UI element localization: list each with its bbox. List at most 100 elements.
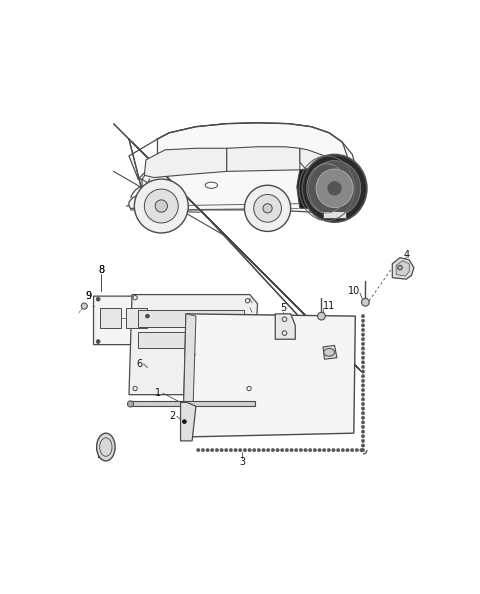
Text: 10: 10 <box>348 286 360 296</box>
Bar <box>126 308 147 328</box>
Circle shape <box>262 448 265 452</box>
Circle shape <box>361 425 365 429</box>
Ellipse shape <box>263 204 272 213</box>
Circle shape <box>361 379 365 383</box>
Text: 1: 1 <box>155 388 161 398</box>
Polygon shape <box>94 296 152 345</box>
Circle shape <box>361 397 365 401</box>
Circle shape <box>127 401 133 407</box>
Circle shape <box>361 333 365 336</box>
Bar <box>100 308 121 328</box>
Circle shape <box>361 328 365 331</box>
Circle shape <box>229 448 233 452</box>
Circle shape <box>211 448 214 452</box>
Ellipse shape <box>308 160 361 216</box>
Circle shape <box>361 444 365 447</box>
Circle shape <box>243 448 247 452</box>
Circle shape <box>96 297 100 301</box>
Ellipse shape <box>254 194 281 222</box>
Circle shape <box>361 393 365 396</box>
Circle shape <box>252 448 256 452</box>
Polygon shape <box>300 148 338 178</box>
Text: 2: 2 <box>169 411 175 421</box>
Circle shape <box>336 448 340 452</box>
Circle shape <box>318 448 321 452</box>
Polygon shape <box>129 295 258 394</box>
Circle shape <box>206 448 209 452</box>
Text: 8: 8 <box>98 265 104 275</box>
Circle shape <box>318 312 325 320</box>
Circle shape <box>271 448 275 452</box>
Circle shape <box>361 416 365 419</box>
Circle shape <box>398 266 402 270</box>
Text: 7: 7 <box>95 450 101 460</box>
Circle shape <box>276 448 279 452</box>
Polygon shape <box>180 402 196 441</box>
Polygon shape <box>275 314 295 339</box>
Circle shape <box>145 314 149 318</box>
Ellipse shape <box>96 433 115 461</box>
Circle shape <box>257 448 261 452</box>
Circle shape <box>266 448 270 452</box>
Circle shape <box>350 448 354 452</box>
Circle shape <box>299 448 302 452</box>
Circle shape <box>96 340 100 343</box>
Text: 6: 6 <box>136 359 142 369</box>
Circle shape <box>220 448 223 452</box>
Circle shape <box>248 448 251 452</box>
Ellipse shape <box>134 179 188 233</box>
Circle shape <box>81 303 87 309</box>
Circle shape <box>182 420 186 424</box>
Ellipse shape <box>316 169 353 207</box>
Polygon shape <box>183 314 196 437</box>
Circle shape <box>361 439 365 443</box>
Circle shape <box>361 402 365 406</box>
Text: 4: 4 <box>403 249 409 260</box>
Circle shape <box>280 448 284 452</box>
Circle shape <box>361 324 365 327</box>
Circle shape <box>361 347 365 350</box>
Polygon shape <box>323 345 337 359</box>
Circle shape <box>215 448 218 452</box>
Polygon shape <box>297 168 346 208</box>
Polygon shape <box>183 314 355 437</box>
Bar <box>138 310 244 327</box>
Circle shape <box>361 435 365 438</box>
Polygon shape <box>129 123 361 214</box>
Circle shape <box>361 356 365 359</box>
Circle shape <box>360 448 363 452</box>
Circle shape <box>323 448 326 452</box>
Circle shape <box>309 448 312 452</box>
Text: 5: 5 <box>280 304 286 314</box>
Circle shape <box>304 448 307 452</box>
Text: 9: 9 <box>85 291 91 301</box>
Circle shape <box>332 448 335 452</box>
Circle shape <box>361 352 365 355</box>
Ellipse shape <box>302 154 367 222</box>
Circle shape <box>361 448 365 452</box>
Text: 9: 9 <box>85 291 91 301</box>
Circle shape <box>192 353 195 356</box>
Circle shape <box>239 448 242 452</box>
Circle shape <box>346 448 349 452</box>
Circle shape <box>361 430 365 434</box>
Circle shape <box>361 374 365 378</box>
Polygon shape <box>227 147 300 172</box>
Circle shape <box>327 448 331 452</box>
Polygon shape <box>131 401 255 406</box>
Circle shape <box>361 407 365 410</box>
Circle shape <box>295 448 298 452</box>
Ellipse shape <box>324 349 335 356</box>
Circle shape <box>361 365 365 369</box>
Text: 11: 11 <box>323 301 335 311</box>
Circle shape <box>234 448 237 452</box>
Circle shape <box>361 384 365 387</box>
Circle shape <box>361 370 365 373</box>
Circle shape <box>225 448 228 452</box>
Circle shape <box>341 448 345 452</box>
Circle shape <box>361 361 365 364</box>
Circle shape <box>290 448 293 452</box>
Text: 3: 3 <box>239 457 245 467</box>
Circle shape <box>285 448 288 452</box>
Circle shape <box>355 448 359 452</box>
